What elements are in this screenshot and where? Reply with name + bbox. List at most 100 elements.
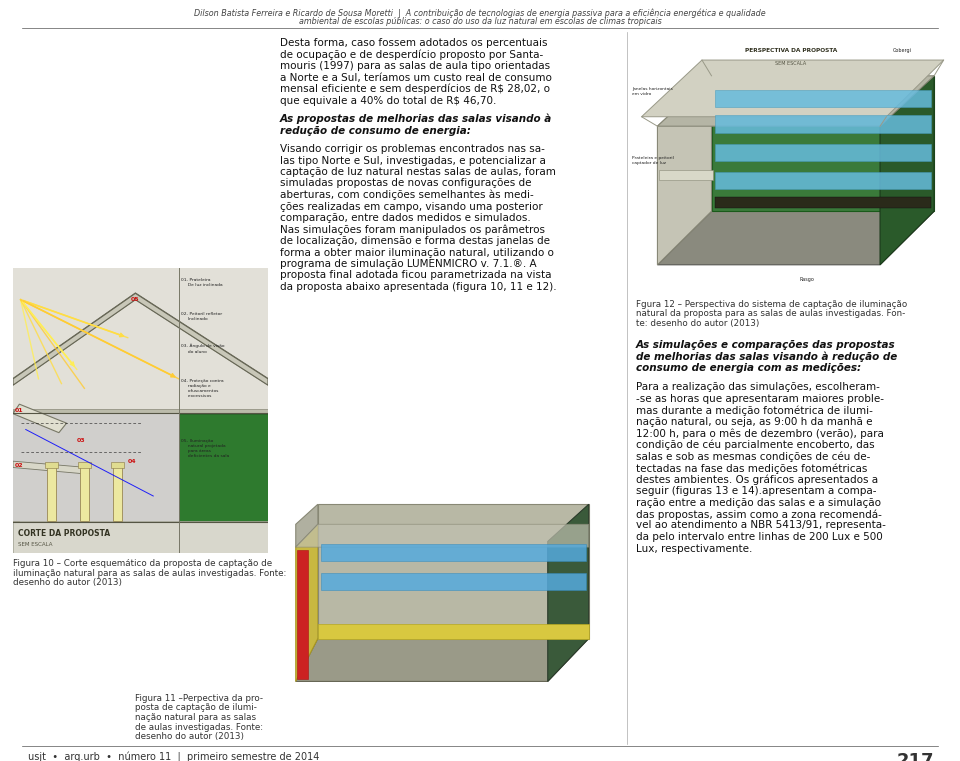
Text: 04- Proteção contra
     radiação e
     ofuscamentos
     excessivos: 04- Proteção contra radiação e ofuscamen…: [181, 379, 224, 398]
Bar: [13, 409, 268, 414]
Text: de aulas investigadas. Fonte:: de aulas investigadas. Fonte:: [135, 722, 263, 731]
Text: As simulações e comparações das propostas: As simulações e comparações das proposta…: [636, 340, 896, 350]
Text: de localização, dimensão e forma destas janelas de: de localização, dimensão e forma destas …: [280, 236, 550, 246]
Polygon shape: [714, 115, 931, 132]
Text: Lux, respectivamente.: Lux, respectivamente.: [636, 543, 753, 553]
Text: Desta forma, caso fossem adotados os percentuais: Desta forma, caso fossem adotados os per…: [280, 38, 547, 48]
Text: Figura 11 –Perpectiva da pro-: Figura 11 –Perpectiva da pro-: [135, 694, 263, 703]
Polygon shape: [880, 76, 934, 265]
Text: salas e sob as mesmas condições de céu de-: salas e sob as mesmas condições de céu d…: [636, 451, 871, 462]
Text: 01: 01: [14, 408, 23, 413]
Text: consumo de energia com as medições:: consumo de energia com as medições:: [636, 363, 861, 373]
Text: mas durante a medição fotométrica de ilumi-: mas durante a medição fotométrica de ilu…: [636, 406, 873, 416]
Text: que equivale a 40% do total de R$ 46,70.: que equivale a 40% do total de R$ 46,70.: [280, 95, 496, 106]
Text: desenho do autor (2013): desenho do autor (2013): [13, 578, 122, 587]
FancyBboxPatch shape: [113, 464, 122, 521]
Text: SEM ESCALA: SEM ESCALA: [18, 542, 53, 547]
Polygon shape: [321, 573, 586, 590]
Text: seguir (figuras 13 e 14).apresentam a compa-: seguir (figuras 13 e 14).apresentam a co…: [636, 486, 876, 496]
Text: 02: 02: [14, 463, 23, 469]
Text: da pelo intervalo entre linhas de 200 Lux e 500: da pelo intervalo entre linhas de 200 Lu…: [636, 532, 883, 542]
Polygon shape: [296, 524, 318, 681]
Text: te: desenho do autor (2013): te: desenho do autor (2013): [636, 319, 759, 328]
Text: 01- Prateleira
     De luz inclinada: 01- Prateleira De luz inclinada: [181, 278, 223, 287]
Text: proposta final adotada ficou parametrizada na vista: proposta final adotada ficou parametriza…: [280, 270, 551, 281]
Text: forma a obter maior iluminação natural, utilizando o: forma a obter maior iluminação natural, …: [280, 247, 554, 257]
Text: SEM ESCALA: SEM ESCALA: [776, 61, 806, 65]
Polygon shape: [318, 624, 588, 638]
Bar: [13, 521, 268, 553]
Text: ambiental de escolas públicas: o caso do uso da luz natural em escolas de climas: ambiental de escolas públicas: o caso do…: [299, 17, 661, 26]
Text: 217: 217: [897, 752, 934, 761]
Bar: [13, 268, 268, 410]
Text: simuladas propostas de novas configurações de: simuladas propostas de novas configuraçõ…: [280, 179, 532, 189]
Text: das propostas, assim como a zona recomendá-: das propostas, assim como a zona recomen…: [636, 509, 882, 520]
Polygon shape: [13, 414, 268, 521]
Polygon shape: [13, 293, 268, 385]
Text: Visando corrigir os problemas encontrados nas sa-: Visando corrigir os problemas encontrado…: [280, 144, 545, 154]
Polygon shape: [658, 212, 934, 265]
Text: 05- Iluminação
     natural projetada
     para áreas
     deficientes da sala: 05- Iluminação natural projetada para ár…: [181, 439, 229, 458]
FancyBboxPatch shape: [47, 464, 56, 521]
Text: ração entre a medição das salas e a simulação: ração entre a medição das salas e a simu…: [636, 498, 881, 508]
Text: natural da proposta para as salas de aulas investigadas. Fon-: natural da proposta para as salas de aul…: [636, 310, 905, 319]
Text: Prateleira e peitoril
captador de luz: Prateleira e peitoril captador de luz: [632, 156, 674, 165]
Bar: [78, 462, 91, 467]
Polygon shape: [658, 76, 934, 126]
Text: Cobergi: Cobergi: [893, 48, 912, 53]
Text: vel ao atendimento a NBR 5413/91, representa-: vel ao atendimento a NBR 5413/91, repres…: [636, 521, 886, 530]
Text: mensal eficiente e sem desperdícios de R$ 28,02, o: mensal eficiente e sem desperdícios de R…: [280, 84, 550, 94]
Text: condição de céu parcialmente encoberto, das: condição de céu parcialmente encoberto, …: [636, 440, 875, 451]
Polygon shape: [659, 170, 713, 180]
Polygon shape: [318, 505, 588, 638]
Text: comparação, entre dados medidos e simulados.: comparação, entre dados medidos e simula…: [280, 213, 531, 223]
Text: -se as horas que apresentaram maiores proble-: -se as horas que apresentaram maiores pr…: [636, 394, 884, 404]
Text: ções realizadas em campo, visando uma posterior: ções realizadas em campo, visando uma po…: [280, 202, 542, 212]
Text: Dilson Batista Ferreira e Ricardo de Sousa Moretti  |  A contribuição de tecnolo: Dilson Batista Ferreira e Ricardo de Sou…: [194, 9, 766, 18]
Polygon shape: [296, 638, 588, 681]
Polygon shape: [714, 197, 931, 208]
FancyBboxPatch shape: [80, 464, 89, 521]
Text: da proposta abaixo apresentada (figura 10, 11 e 12).: da proposta abaixo apresentada (figura 1…: [280, 282, 557, 292]
Text: nação natural para as salas: nação natural para as salas: [135, 713, 256, 722]
Text: iluminação natural para as salas de aulas investigadas. Fonte:: iluminação natural para as salas de aula…: [13, 568, 286, 578]
Polygon shape: [179, 414, 268, 521]
Text: 12:00 h, para o mês de dezembro (verão), para: 12:00 h, para o mês de dezembro (verão),…: [636, 428, 884, 439]
Polygon shape: [13, 461, 87, 474]
Text: mouris (1997) para as salas de aula tipo orientadas: mouris (1997) para as salas de aula tipo…: [280, 61, 550, 71]
Text: 05: 05: [131, 297, 139, 302]
Polygon shape: [321, 544, 586, 562]
Text: desenho do autor (2013): desenho do autor (2013): [135, 732, 244, 741]
Polygon shape: [711, 76, 934, 212]
Text: de melhorias das salas visando à redução de: de melhorias das salas visando à redução…: [636, 352, 898, 362]
Text: posta de captação de ilumi-: posta de captação de ilumi-: [135, 703, 257, 712]
Text: Rasgo: Rasgo: [800, 276, 814, 282]
Polygon shape: [298, 550, 308, 679]
Text: nação natural, ou seja, as 9:00 h da manhã e: nação natural, ou seja, as 9:00 h da man…: [636, 417, 873, 427]
Text: 03: 03: [77, 438, 85, 443]
Text: 03- Ângulo de visão
     do aluno: 03- Ângulo de visão do aluno: [181, 344, 225, 354]
Text: usjt  •  arq.urb  •  número 11  |  primeiro semestre de 2014: usjt • arq.urb • número 11 | primeiro se…: [28, 752, 320, 761]
Polygon shape: [714, 144, 931, 161]
Polygon shape: [296, 524, 588, 547]
Bar: [111, 462, 124, 467]
Polygon shape: [658, 76, 711, 265]
Polygon shape: [296, 505, 318, 547]
Text: de ocupação e de desperdício proposto por Santa-: de ocupação e de desperdício proposto po…: [280, 49, 543, 60]
Polygon shape: [13, 404, 66, 433]
Bar: [13, 410, 19, 521]
Text: programa de simulação LUMENMICRO v. 7.1.®. A: programa de simulação LUMENMICRO v. 7.1.…: [280, 259, 537, 269]
Text: PERSPECTIVA DA PROPOSTA: PERSPECTIVA DA PROPOSTA: [745, 48, 837, 53]
Text: 02- Peitoril refletor
     Inclinado: 02- Peitoril refletor Inclinado: [181, 312, 223, 321]
Text: aberturas, com condições semelhantes às medi-: aberturas, com condições semelhantes às …: [280, 190, 534, 200]
Text: Para a realização das simulações, escolheram-: Para a realização das simulações, escolh…: [636, 383, 880, 393]
Text: Nas simulações foram manipulados os parâmetros: Nas simulações foram manipulados os parâ…: [280, 224, 545, 235]
Text: 04: 04: [128, 459, 136, 463]
Text: a Norte e a Sul, teríamos um custo real de consumo: a Norte e a Sul, teríamos um custo real …: [280, 72, 552, 82]
Text: redução de consumo de energia:: redução de consumo de energia:: [280, 126, 470, 135]
Text: destes ambientes. Os gráficos apresentados a: destes ambientes. Os gráficos apresentad…: [636, 475, 878, 485]
Text: las tipo Norte e Sul, investigadas, e potencializar a: las tipo Norte e Sul, investigadas, e po…: [280, 155, 546, 165]
Text: CORTE DA PROPOSTA: CORTE DA PROPOSTA: [18, 529, 110, 537]
Text: Janelas horizontais
em vidro: Janelas horizontais em vidro: [632, 87, 673, 96]
Polygon shape: [548, 505, 588, 681]
